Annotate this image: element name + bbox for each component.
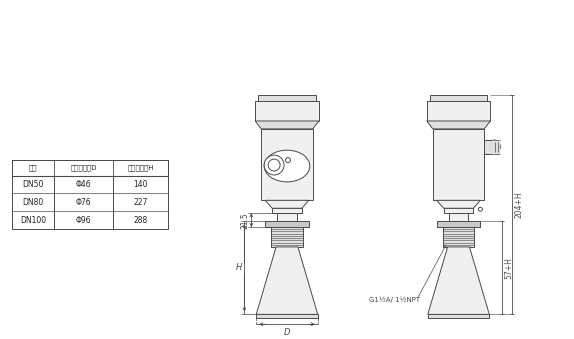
Bar: [258, 95, 316, 101]
Bar: [294, 160, 304, 165]
Text: 227: 227: [134, 198, 148, 207]
Bar: [12, 160, 168, 176]
Bar: [437, 221, 480, 227]
Text: 法兰: 法兰: [29, 164, 37, 171]
Bar: [265, 221, 309, 227]
Bar: [428, 314, 489, 318]
Circle shape: [285, 158, 290, 163]
Bar: [271, 227, 303, 247]
Text: Φ46: Φ46: [76, 180, 91, 189]
Bar: [285, 169, 290, 174]
Circle shape: [268, 159, 280, 171]
Bar: [433, 129, 484, 200]
Text: 140: 140: [134, 180, 148, 189]
Bar: [261, 129, 313, 200]
Text: DN50: DN50: [22, 180, 44, 189]
Polygon shape: [428, 247, 489, 314]
Text: DN100: DN100: [20, 216, 46, 225]
Polygon shape: [265, 200, 309, 208]
Bar: [256, 314, 318, 318]
Polygon shape: [256, 247, 318, 314]
Text: 288: 288: [134, 216, 148, 225]
Polygon shape: [427, 121, 490, 129]
Bar: [427, 101, 490, 121]
Polygon shape: [255, 121, 319, 129]
Text: 喇叭口高度H: 喇叭口高度H: [127, 164, 154, 171]
Text: 204+H: 204+H: [514, 192, 523, 218]
Bar: [255, 101, 319, 121]
Circle shape: [264, 155, 284, 175]
Circle shape: [478, 207, 482, 211]
Text: D: D: [284, 328, 290, 337]
Bar: [272, 208, 302, 213]
Text: 喇叭口直径D: 喇叭口直径D: [71, 164, 97, 171]
Text: Φ96: Φ96: [76, 216, 91, 225]
Polygon shape: [437, 200, 480, 208]
Text: DN80: DN80: [22, 198, 44, 207]
Bar: [484, 140, 493, 154]
Text: 21.5: 21.5: [241, 212, 249, 228]
Bar: [277, 213, 297, 221]
Text: H: H: [236, 263, 242, 272]
Text: G1½A/ 1½NPT: G1½A/ 1½NPT: [369, 296, 420, 303]
Ellipse shape: [264, 150, 310, 182]
Text: 57+H: 57+H: [504, 257, 513, 279]
Bar: [444, 208, 474, 213]
Bar: [449, 213, 468, 221]
Bar: [430, 95, 487, 101]
Bar: [443, 227, 475, 247]
Text: Φ76: Φ76: [76, 198, 91, 207]
Bar: [12, 160, 168, 229]
